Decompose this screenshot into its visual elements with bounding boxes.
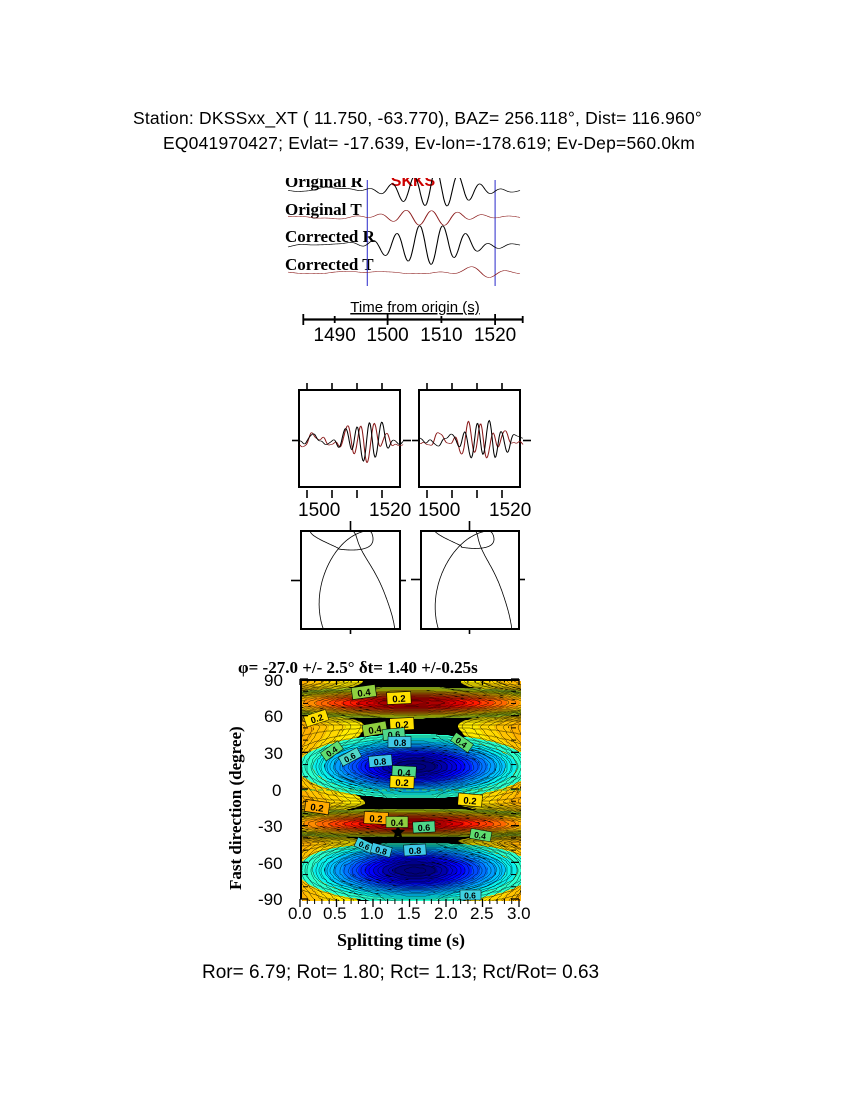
svg-text:0.4: 0.4 xyxy=(391,818,404,828)
svg-text:1520: 1520 xyxy=(474,325,516,346)
svg-text:0.2: 0.2 xyxy=(392,694,406,706)
svg-text:1490: 1490 xyxy=(314,325,356,346)
svg-text:0.2: 0.2 xyxy=(463,795,477,807)
svg-text:1500: 1500 xyxy=(366,325,408,346)
svg-text:0.2: 0.2 xyxy=(395,778,409,789)
svg-text:Time from origin (s): Time from origin (s) xyxy=(350,299,479,316)
svg-text:0.6: 0.6 xyxy=(417,822,430,833)
svg-text:Corrected R: Corrected R xyxy=(285,227,376,246)
svg-text:1510: 1510 xyxy=(420,325,462,346)
svg-text:0.2: 0.2 xyxy=(310,802,325,815)
svg-text:Corrected T: Corrected T xyxy=(285,255,374,274)
svg-text:SKKS: SKKS xyxy=(391,178,436,190)
svg-text:0.2: 0.2 xyxy=(369,814,383,826)
svg-text:0.8: 0.8 xyxy=(373,756,386,767)
svg-text:0.8: 0.8 xyxy=(408,845,421,856)
svg-text:Original T: Original T xyxy=(285,200,362,219)
svg-text:0.4: 0.4 xyxy=(473,830,487,842)
svg-text:0.8: 0.8 xyxy=(394,738,407,748)
